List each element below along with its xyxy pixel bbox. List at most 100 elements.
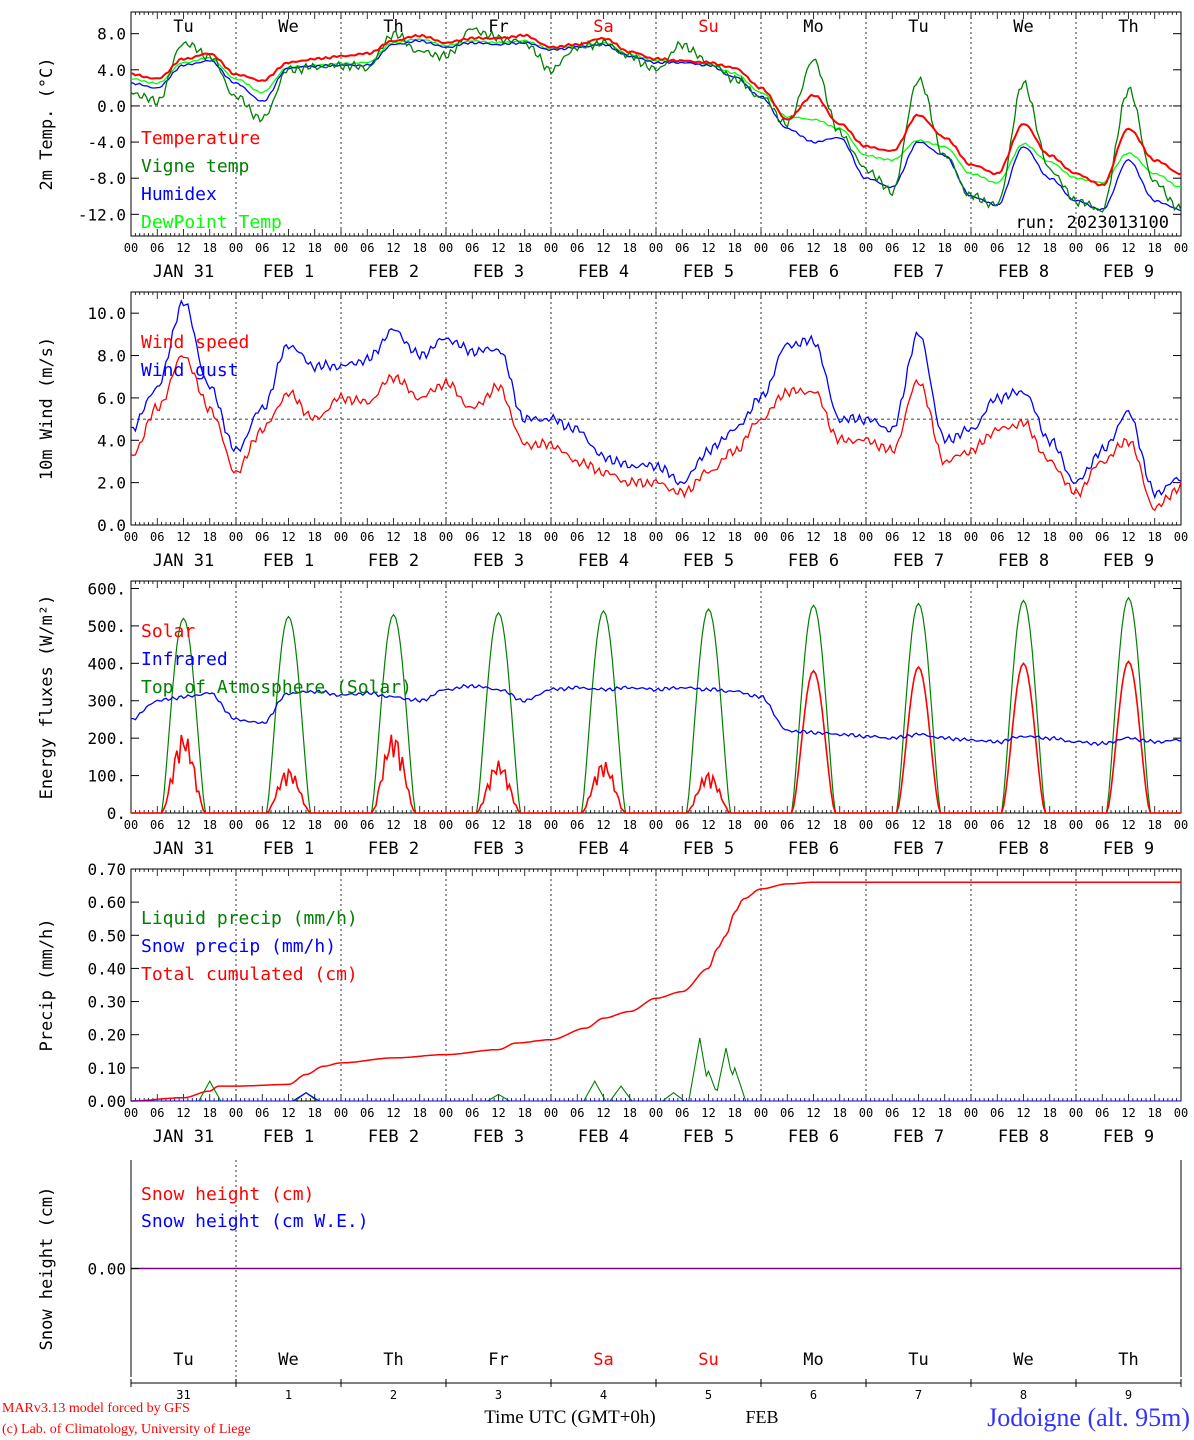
hour-tick-label: 06 bbox=[675, 1106, 689, 1120]
energy-panel: 0. 100. 200. 300. 400. 500. 600. Energy fluxes … bbox=[37, 579, 1188, 859]
hour-tick-label: 06 bbox=[675, 241, 689, 255]
hour-tick-label: 18 bbox=[1148, 818, 1162, 832]
hour-tick-label: 18 bbox=[938, 1106, 952, 1120]
hour-tick-label: 12 bbox=[596, 1106, 610, 1120]
hour-tick-label: 00 bbox=[439, 818, 453, 832]
day-label: Th bbox=[383, 1350, 403, 1370]
hour-tick-label: 18 bbox=[1148, 1106, 1162, 1120]
legend-entry: Top of Atmosphere (Solar) bbox=[141, 677, 412, 698]
hour-tick-label: 18 bbox=[1043, 530, 1057, 544]
hour-tick-label: 18 bbox=[623, 241, 637, 255]
hour-tick-label: 00 bbox=[964, 818, 978, 832]
day-number: 2 bbox=[390, 1388, 397, 1402]
hour-tick-label: 06 bbox=[360, 818, 374, 832]
day-number: 7 bbox=[915, 1388, 922, 1402]
legend-entry: DewPoint Temp bbox=[141, 212, 282, 233]
legend-entry: Solar bbox=[141, 621, 195, 642]
hour-tick-label: 06 bbox=[255, 818, 269, 832]
hour-tick-label: 06 bbox=[465, 1106, 479, 1120]
hour-tick-label: 18 bbox=[728, 241, 742, 255]
hour-tick-label: 12 bbox=[1016, 818, 1030, 832]
hour-tick-label: 00 bbox=[859, 818, 873, 832]
y-tick-label: 0.30 bbox=[87, 993, 126, 1012]
hour-tick-label: 06 bbox=[1095, 1106, 1109, 1120]
hour-tick-label: 18 bbox=[518, 530, 532, 544]
date-label: FEB 4 bbox=[578, 262, 629, 282]
hour-tick-label: 00 bbox=[439, 1106, 453, 1120]
legend-entry: Snow height (cm) bbox=[141, 1184, 314, 1205]
hour-tick-label: 06 bbox=[990, 530, 1004, 544]
day-number: 1 bbox=[285, 1388, 292, 1402]
hour-tick-label: 06 bbox=[570, 530, 584, 544]
hour-tick-label: 06 bbox=[150, 1106, 164, 1120]
date-label: FEB 3 bbox=[473, 1127, 524, 1147]
hour-tick-label: 12 bbox=[596, 241, 610, 255]
snow-precip-line bbox=[131, 1092, 1181, 1102]
hour-tick-label: 12 bbox=[281, 818, 295, 832]
day-label: Sa bbox=[593, 17, 613, 37]
hour-tick-label: 00 bbox=[439, 530, 453, 544]
date-label: JAN 31 bbox=[153, 1127, 214, 1147]
hour-tick-label: 12 bbox=[386, 241, 400, 255]
day-number: 4 bbox=[600, 1388, 607, 1402]
hour-tick-label: 18 bbox=[623, 530, 637, 544]
hour-tick-label: 06 bbox=[570, 241, 584, 255]
hour-tick-label: 18 bbox=[203, 530, 217, 544]
hour-tick-label: 12 bbox=[701, 530, 715, 544]
day-label: Su bbox=[698, 1350, 718, 1370]
hour-tick-label: 12 bbox=[596, 818, 610, 832]
hour-tick-label: 18 bbox=[308, 241, 322, 255]
hour-tick-label: 18 bbox=[833, 530, 847, 544]
hour-tick-label: 18 bbox=[1148, 530, 1162, 544]
day-label: We bbox=[278, 17, 298, 37]
hour-tick-label: 00 bbox=[229, 1106, 243, 1120]
day-number: 5 bbox=[705, 1388, 712, 1402]
day-label: Th bbox=[1118, 1350, 1138, 1370]
day-label: Mo bbox=[803, 17, 823, 37]
day-label: Su bbox=[698, 17, 718, 37]
hour-tick-label: 18 bbox=[203, 818, 217, 832]
month-label: FEB bbox=[745, 1407, 778, 1427]
hour-tick-label: 06 bbox=[465, 530, 479, 544]
temperature-panel: 8.0 4.0 0.0 -4.0 -8.0 -12.0 2m Temp. (°C) Tu We T… bbox=[37, 11, 1188, 282]
hour-tick-label: 18 bbox=[623, 1106, 637, 1120]
hour-tick-label: 18 bbox=[308, 530, 322, 544]
hour-tick-label: 00 bbox=[754, 241, 768, 255]
hour-tick-label: 06 bbox=[255, 241, 269, 255]
date-label: FEB 9 bbox=[1103, 1127, 1154, 1147]
hour-tick-label: 12 bbox=[386, 530, 400, 544]
y-tick-label: 8.0 bbox=[97, 347, 126, 366]
hour-tick-label: 00 bbox=[439, 241, 453, 255]
legend-entry: Snow height (cm W.E.) bbox=[141, 1211, 369, 1232]
precip-panel: 0.00 0.10 0.20 0.30 0.40 0.50 0.60 0.70 Precip (… bbox=[37, 860, 1188, 1147]
hour-tick-label: 12 bbox=[1121, 818, 1135, 832]
hour-tick-label: 06 bbox=[1095, 818, 1109, 832]
hour-tick-label: 12 bbox=[911, 241, 925, 255]
date-label: FEB 7 bbox=[893, 262, 944, 282]
date-label: FEB 5 bbox=[683, 262, 734, 282]
day-number: 3 bbox=[495, 1388, 502, 1402]
hour-tick-label: 00 bbox=[124, 818, 138, 832]
hour-tick-label: 18 bbox=[938, 241, 952, 255]
hour-tick-label: 12 bbox=[806, 530, 820, 544]
date-label: FEB 5 bbox=[683, 1127, 734, 1147]
y-tick-label: -8.0 bbox=[87, 169, 126, 188]
hour-tick-label: 06 bbox=[990, 818, 1004, 832]
hour-tick-label: 06 bbox=[150, 530, 164, 544]
hour-tick-label: 18 bbox=[413, 818, 427, 832]
y-tick-label: 0.60 bbox=[87, 893, 126, 912]
y-tick-label: 4.0 bbox=[97, 431, 126, 450]
date-label: FEB 5 bbox=[683, 551, 734, 571]
hour-tick-label: 00 bbox=[544, 241, 558, 255]
temp-series-line bbox=[130, 27, 1182, 213]
hour-tick-label: 00 bbox=[544, 1106, 558, 1120]
hour-tick-label: 12 bbox=[806, 1106, 820, 1120]
wind-series-line bbox=[130, 355, 1182, 512]
hour-tick-label: 18 bbox=[203, 241, 217, 255]
hour-tick-label: 00 bbox=[229, 818, 243, 832]
hour-tick-label: 06 bbox=[990, 1106, 1004, 1120]
station-name: Jodoigne (alt. 95m) bbox=[987, 1403, 1190, 1432]
hour-tick-label: 00 bbox=[1069, 818, 1083, 832]
hour-tick-label: 18 bbox=[938, 530, 952, 544]
hour-tick-label: 12 bbox=[1016, 241, 1030, 255]
